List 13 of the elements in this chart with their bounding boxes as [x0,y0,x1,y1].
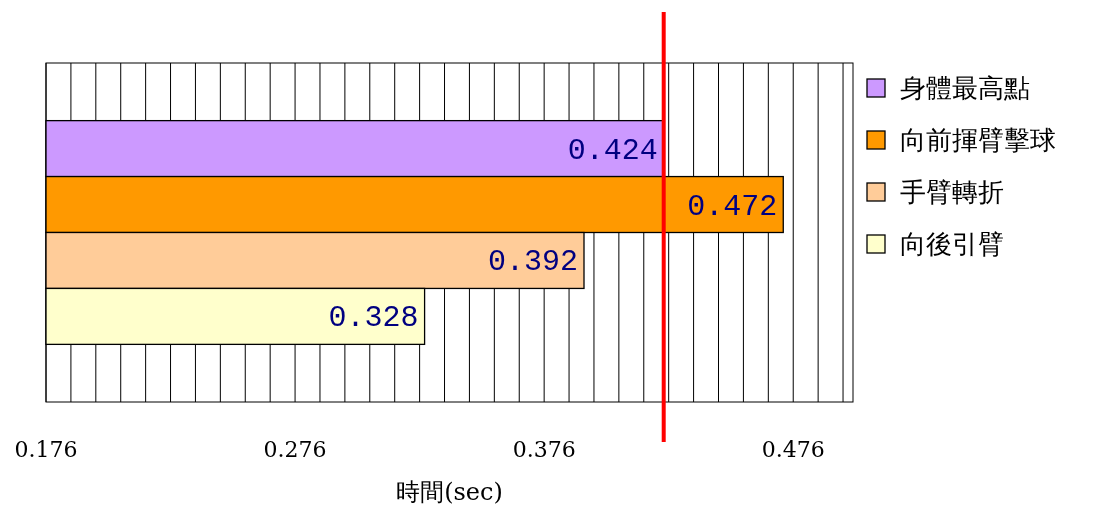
legend-label: 向前揮臂擊球 [900,125,1056,155]
x-tick-label: 0.476 [761,437,825,462]
legend-label: 身體最高點 [900,73,1030,103]
x-tick-label: 0.176 [14,437,78,462]
legend-label: 向後引臂 [900,229,1004,259]
data-label: 0.424 [567,133,658,168]
x-tick-label: 0.276 [263,437,327,462]
x-axis-title: 時間(sec) [396,478,503,506]
x-tick-label: 0.376 [512,437,576,462]
data-label: 0.328 [328,301,419,336]
legend-label: 手臂轉折 [900,177,1004,207]
data-label: 0.472 [687,189,778,224]
data-label: 0.392 [487,245,578,280]
